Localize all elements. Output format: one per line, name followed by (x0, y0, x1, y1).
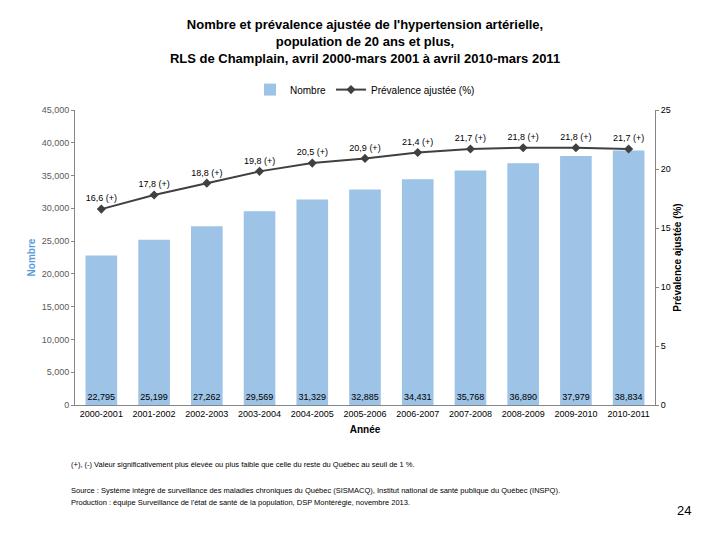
svg-text:27,262: 27,262 (193, 392, 221, 402)
svg-text:2006-2007: 2006-2007 (396, 409, 439, 419)
svg-text:17,8 (+): 17,8 (+) (138, 179, 169, 189)
svg-text:Nombre: Nombre (26, 238, 37, 276)
svg-text:29,569: 29,569 (246, 392, 274, 402)
svg-text:21,8 (+): 21,8 (+) (508, 132, 539, 142)
svg-text:24: 24 (677, 503, 691, 518)
svg-text:2000-2001: 2000-2001 (80, 409, 123, 419)
svg-text:35,768: 35,768 (457, 392, 485, 402)
svg-text:21,7 (+): 21,7 (+) (455, 133, 486, 143)
svg-text:25,199: 25,199 (140, 392, 168, 402)
svg-text:21,7 (+): 21,7 (+) (613, 133, 644, 143)
svg-text:21,4 (+): 21,4 (+) (402, 137, 433, 147)
svg-text:31,329: 31,329 (299, 392, 327, 402)
svg-text:18,8 (+): 18,8 (+) (191, 168, 222, 178)
svg-text:Source : Système intégré de su: Source : Système intégré de surveillance… (71, 486, 560, 495)
svg-text:30,000: 30,000 (42, 203, 70, 213)
svg-text:Année: Année (350, 424, 381, 435)
svg-text:38,834: 38,834 (615, 392, 643, 402)
svg-text:5,000: 5,000 (47, 367, 70, 377)
svg-text:Prévalence ajustée (%): Prévalence ajustée (%) (672, 203, 683, 311)
svg-text:16,6 (+): 16,6 (+) (86, 193, 117, 203)
svg-text:45,000: 45,000 (42, 105, 70, 115)
svg-text:20: 20 (661, 164, 671, 174)
svg-text:2002-2003: 2002-2003 (185, 409, 228, 419)
svg-text:2008-2009: 2008-2009 (502, 409, 545, 419)
svg-text:20,9 (+): 20,9 (+) (349, 143, 380, 153)
svg-text:Production : équipe Surveillan: Production : équipe Surveillance de l'ét… (71, 498, 410, 507)
svg-text:2009-2010: 2009-2010 (554, 409, 597, 419)
svg-text:20,000: 20,000 (42, 269, 70, 279)
svg-text:0: 0 (64, 400, 69, 410)
svg-text:35,000: 35,000 (42, 171, 70, 181)
svg-text:40,000: 40,000 (42, 138, 70, 148)
svg-text:10: 10 (661, 282, 671, 292)
svg-text:0: 0 (661, 400, 666, 410)
svg-text:25,000: 25,000 (42, 236, 70, 246)
svg-text:20,5 (+): 20,5 (+) (297, 147, 328, 157)
svg-text:15,000: 15,000 (42, 302, 70, 312)
svg-text:37,979: 37,979 (562, 392, 590, 402)
svg-text:Nombre et prévalence ajustée d: Nombre et prévalence ajustée de l'hypert… (170, 17, 560, 66)
svg-text:10,000: 10,000 (42, 335, 70, 345)
svg-text:Prévalence ajustée (%): Prévalence ajustée (%) (371, 85, 474, 96)
svg-text:21,8 (+): 21,8 (+) (560, 132, 591, 142)
svg-text:Nombre: Nombre (290, 85, 326, 96)
svg-text:15: 15 (661, 223, 671, 233)
svg-text:2004-2005: 2004-2005 (291, 409, 334, 419)
svg-text:5: 5 (661, 341, 666, 351)
svg-text:2005-2006: 2005-2006 (343, 409, 386, 419)
svg-text:36,890: 36,890 (509, 392, 537, 402)
svg-text:2003-2004: 2003-2004 (238, 409, 281, 419)
svg-text:25: 25 (661, 105, 671, 115)
svg-text:2007-2008: 2007-2008 (449, 409, 492, 419)
svg-text:32,885: 32,885 (351, 392, 379, 402)
svg-text:34,431: 34,431 (404, 392, 432, 402)
svg-text:2001-2002: 2001-2002 (133, 409, 176, 419)
svg-text:2010-2011: 2010-2011 (607, 409, 649, 419)
svg-text:22,795: 22,795 (88, 392, 116, 402)
svg-text:19,8 (+): 19,8 (+) (244, 156, 275, 166)
svg-text:(+), (-) Valeur significativem: (+), (-) Valeur significativement plus é… (71, 460, 415, 469)
